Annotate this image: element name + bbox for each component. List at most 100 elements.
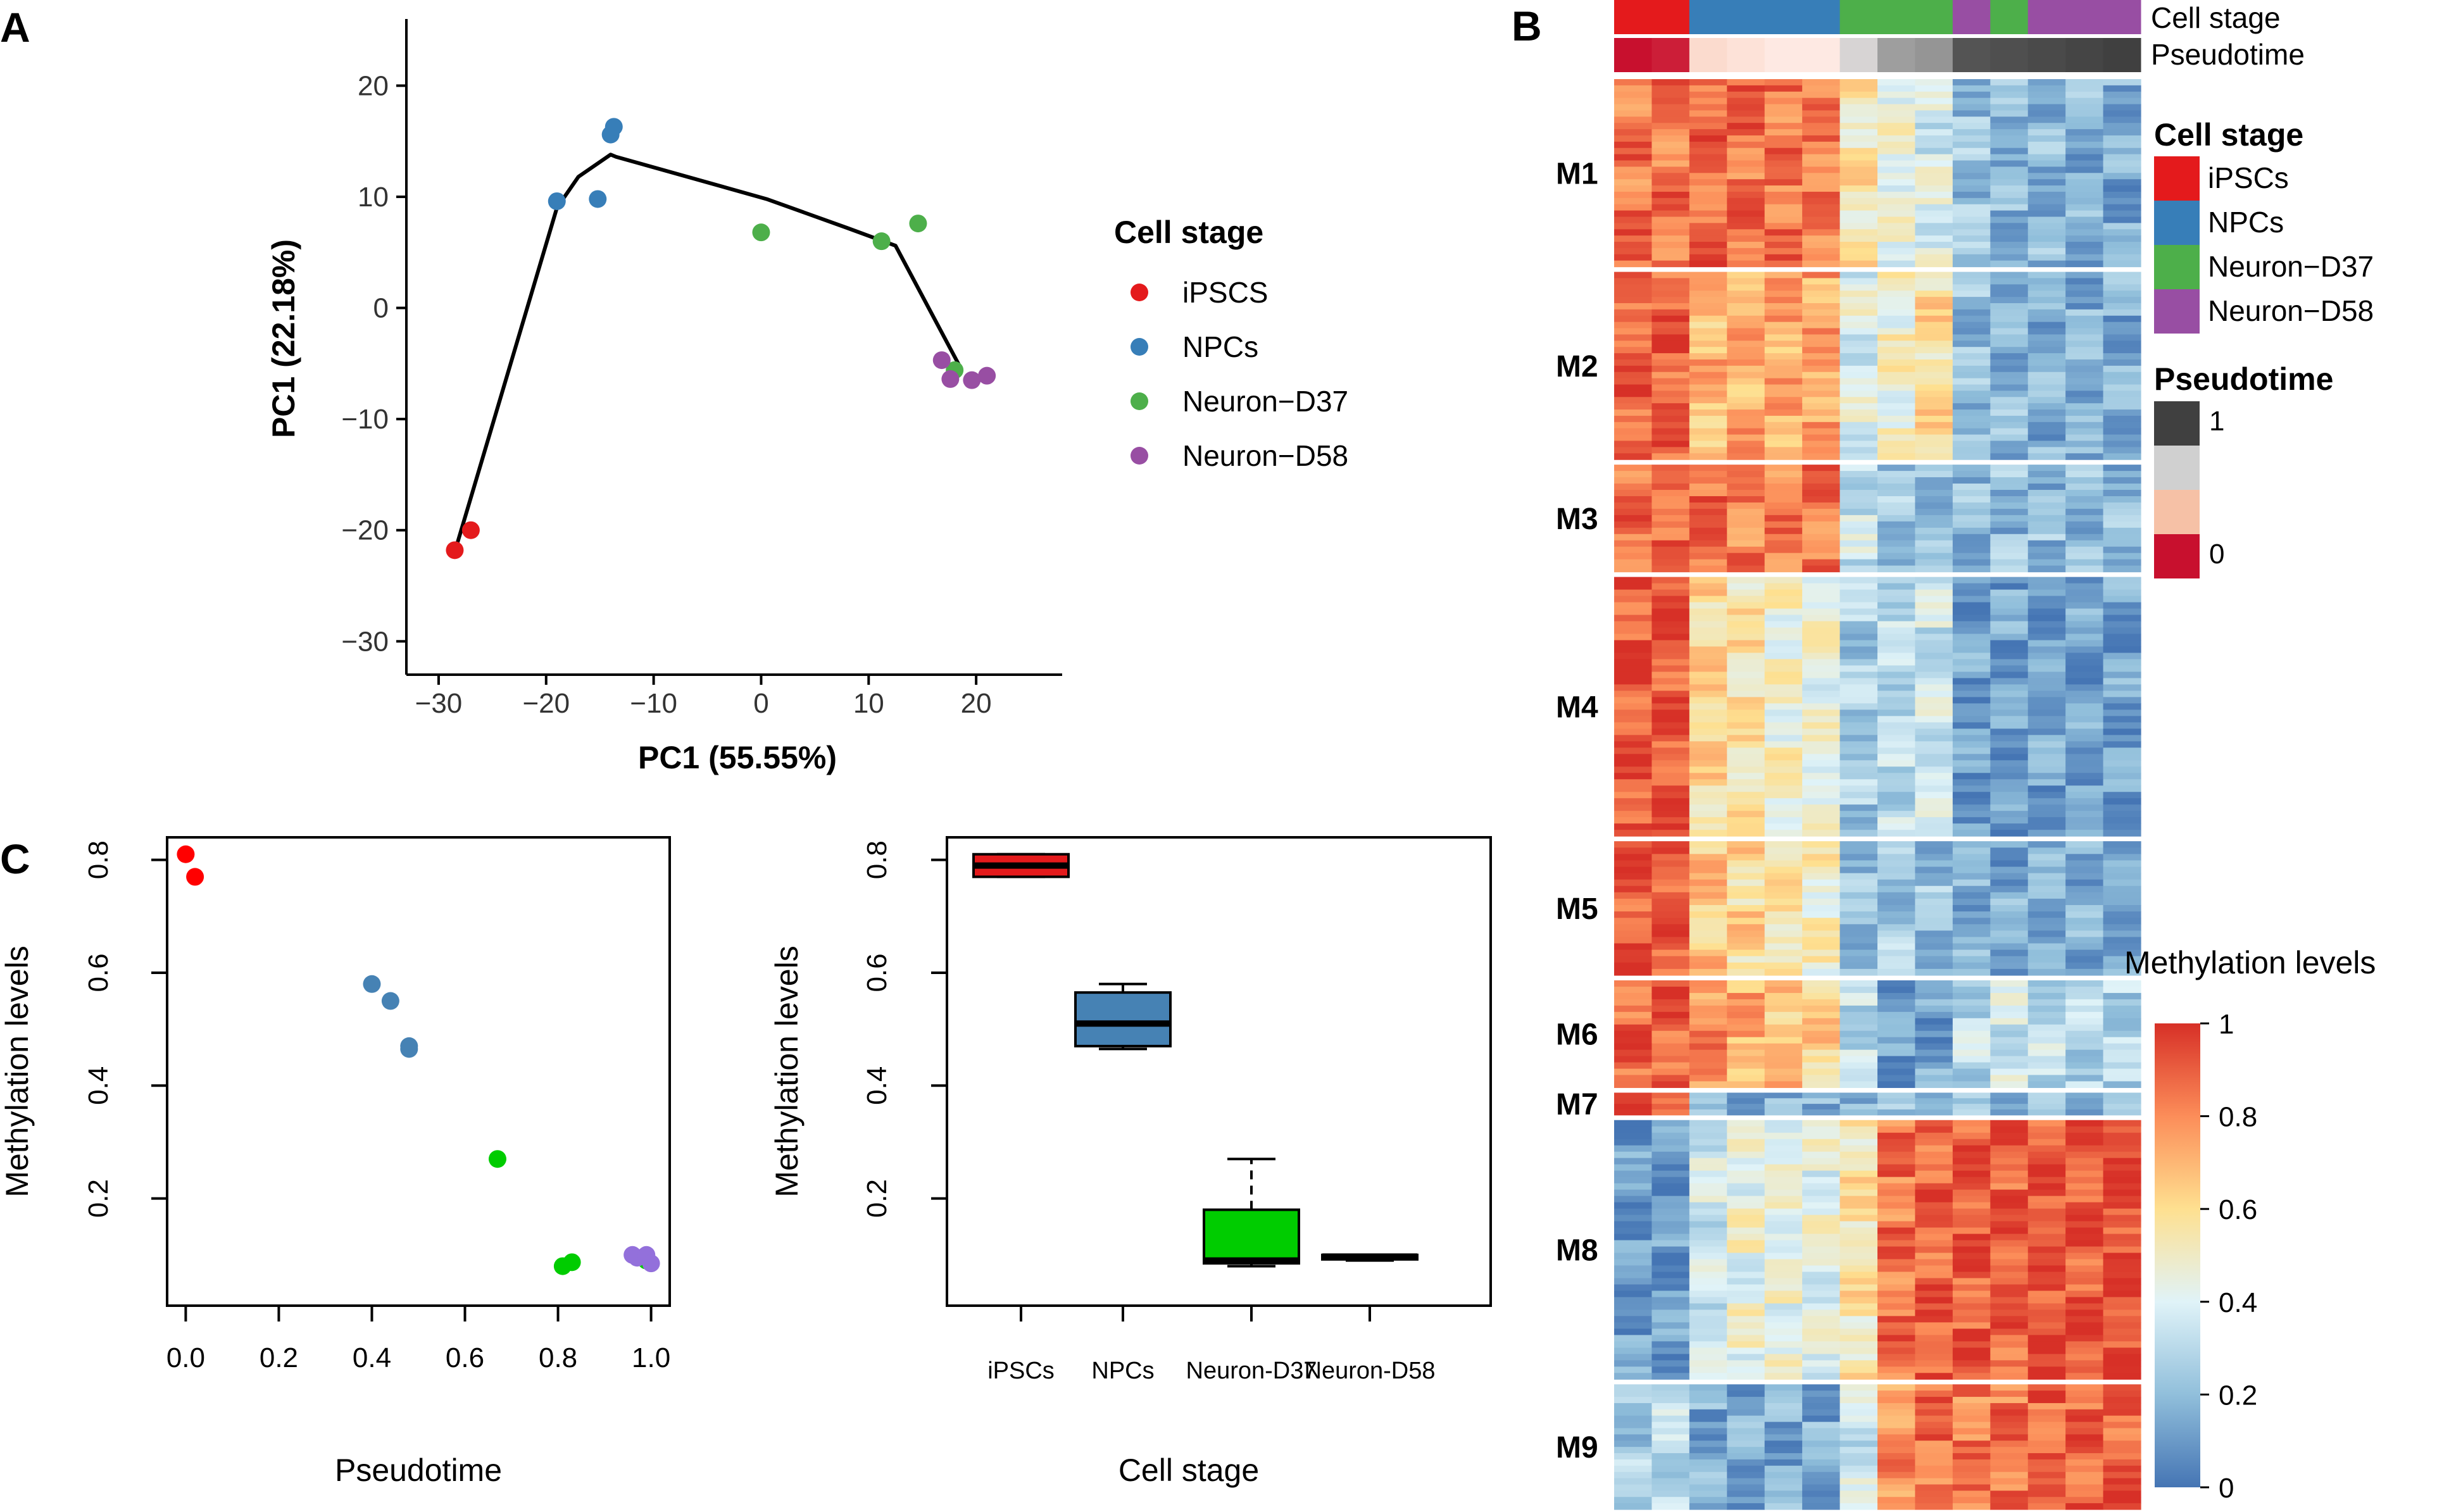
heatmap-cell: [1990, 577, 2029, 584]
heatmap-cell: [1651, 1104, 1690, 1110]
heatmap-cell: [1877, 1164, 1916, 1171]
pca-point: [461, 521, 480, 539]
heatmap-cell: [1990, 123, 2029, 130]
heatmap-cell: [1764, 697, 1803, 704]
heatmap-cell: [2103, 272, 2141, 279]
heatmap-cell: [2065, 384, 2104, 391]
heatmap-cell: [1952, 697, 1991, 704]
heatmap-cell: [1764, 242, 1803, 249]
heatmap-cell: [2027, 747, 2066, 754]
heatmap-cell: [2065, 766, 2104, 773]
heatmap-cell: [1802, 508, 1841, 516]
heatmap-cell: [1802, 779, 1841, 786]
heatmap-cell: [2103, 943, 2141, 951]
heatmap-cell: [1802, 1196, 1841, 1203]
heatmap-cell: [2027, 1421, 2066, 1429]
heatmap-cell: [1689, 918, 1727, 925]
heatmap-cell: [1689, 559, 1727, 566]
heatmap-cell: [1614, 390, 1653, 397]
heatmap-cell: [1839, 428, 1878, 435]
heatmap-cell: [2065, 1421, 2104, 1429]
heatmap-cell: [1839, 1183, 1878, 1190]
heatmap-cell: [1764, 502, 1803, 509]
heatmap-cell: [1614, 353, 1653, 360]
heatmap-cell: [1651, 79, 1690, 86]
heatmap-cell: [1802, 341, 1841, 347]
heatmap-cell: [1689, 924, 1727, 931]
heatmap-cell: [1990, 527, 2029, 535]
heatmap-cell: [1990, 980, 2029, 987]
heatmap-cell: [1614, 210, 1653, 218]
heatmap-cell: [1990, 141, 2029, 149]
heatmap-cell: [2027, 397, 2066, 404]
heatmap-cell: [1614, 1196, 1653, 1203]
heatmap-cell: [1651, 334, 1690, 341]
heatmap-cell: [1877, 185, 1916, 192]
heatmap-cell: [1689, 879, 1727, 887]
heatmap-cell: [1990, 235, 2029, 242]
heatmap-cell: [1952, 1043, 1991, 1051]
heatmap-cell: [2027, 1409, 2066, 1416]
heatmap-cell: [2103, 879, 2141, 887]
heatmap-cell: [1839, 1478, 1878, 1485]
heatmap-cell: [1802, 1081, 1841, 1089]
heatmap-cell: [1915, 1409, 1953, 1416]
heatmap-cell: [2065, 1170, 2104, 1178]
heatmap-cell: [1727, 766, 1765, 773]
heatmap-cell: [1952, 197, 1991, 205]
heatmap-cell: [1839, 1341, 1878, 1348]
heatmap-cell: [1614, 684, 1653, 691]
heatmap-cell: [1839, 1030, 1878, 1038]
heatmap-cell: [1764, 665, 1803, 673]
heatmap-cell: [1764, 471, 1803, 478]
heatmap-cell: [1727, 659, 1765, 666]
heatmap-cell: [1802, 898, 1841, 906]
heatmap-cell: [2065, 1397, 2104, 1404]
heatmap-cell: [2027, 911, 2066, 918]
heatmap-cell: [1802, 1170, 1841, 1178]
heatmap-cell: [1990, 278, 2029, 285]
heatmap-cell: [2103, 378, 2141, 385]
heatmap-cell: [1614, 1234, 1653, 1241]
heatmap-cell: [1990, 1056, 2029, 1063]
heatmap-cell: [1689, 403, 1727, 410]
heatmap-cell: [2103, 334, 2141, 341]
heatmap-cell: [1802, 1265, 1841, 1273]
heatmap-cell: [1764, 1221, 1803, 1228]
heatmap-cell: [1877, 986, 1916, 994]
heatmap-cell: [1915, 1347, 1953, 1354]
heatmap-cell: [1614, 515, 1653, 522]
heatmap-cell: [1952, 179, 1991, 186]
heatmap-cell: [1952, 589, 1991, 597]
heatmap-cell: [2065, 453, 2104, 460]
heatmap-cell: [2103, 1347, 2141, 1354]
heatmap-cell: [1614, 1360, 1653, 1367]
heatmap-cell: [1839, 397, 1878, 404]
heatmap-cell: [1689, 773, 1727, 780]
heatmap-cell: [1952, 968, 1991, 976]
heatmap-cell: [1689, 823, 1727, 830]
heatmap-cell: [1802, 147, 1841, 155]
heatmap-cell: [1764, 866, 1803, 874]
heatmap-cell: [1990, 197, 2029, 205]
heatmap-cell: [2027, 309, 2066, 316]
heatmap-cell: [1651, 1421, 1690, 1429]
heatmap-cell: [1651, 147, 1690, 155]
heatmap-cell: [2065, 85, 2104, 92]
heatmap-cell: [1764, 390, 1803, 397]
heatmap-cell: [1802, 1290, 1841, 1298]
heatmap-cell: [1614, 992, 1653, 1000]
heatmap-cell: [1614, 596, 1653, 603]
heatmap-cell: [1614, 247, 1653, 255]
heatmap-cell: [1915, 110, 1953, 117]
heatmap-cell: [1990, 608, 2029, 616]
heatmap-cell: [1802, 798, 1841, 805]
heatmap-cell: [2027, 830, 2066, 837]
heatmap-cell: [2027, 1471, 2066, 1479]
pca-point: [605, 118, 623, 136]
heatmap-cell: [2065, 999, 2104, 1006]
heatmap-cell: [1952, 684, 1991, 691]
heatmap-cell: [1764, 397, 1803, 404]
heatmap-cell: [1802, 735, 1841, 742]
heatmap-cell: [1689, 1278, 1727, 1285]
